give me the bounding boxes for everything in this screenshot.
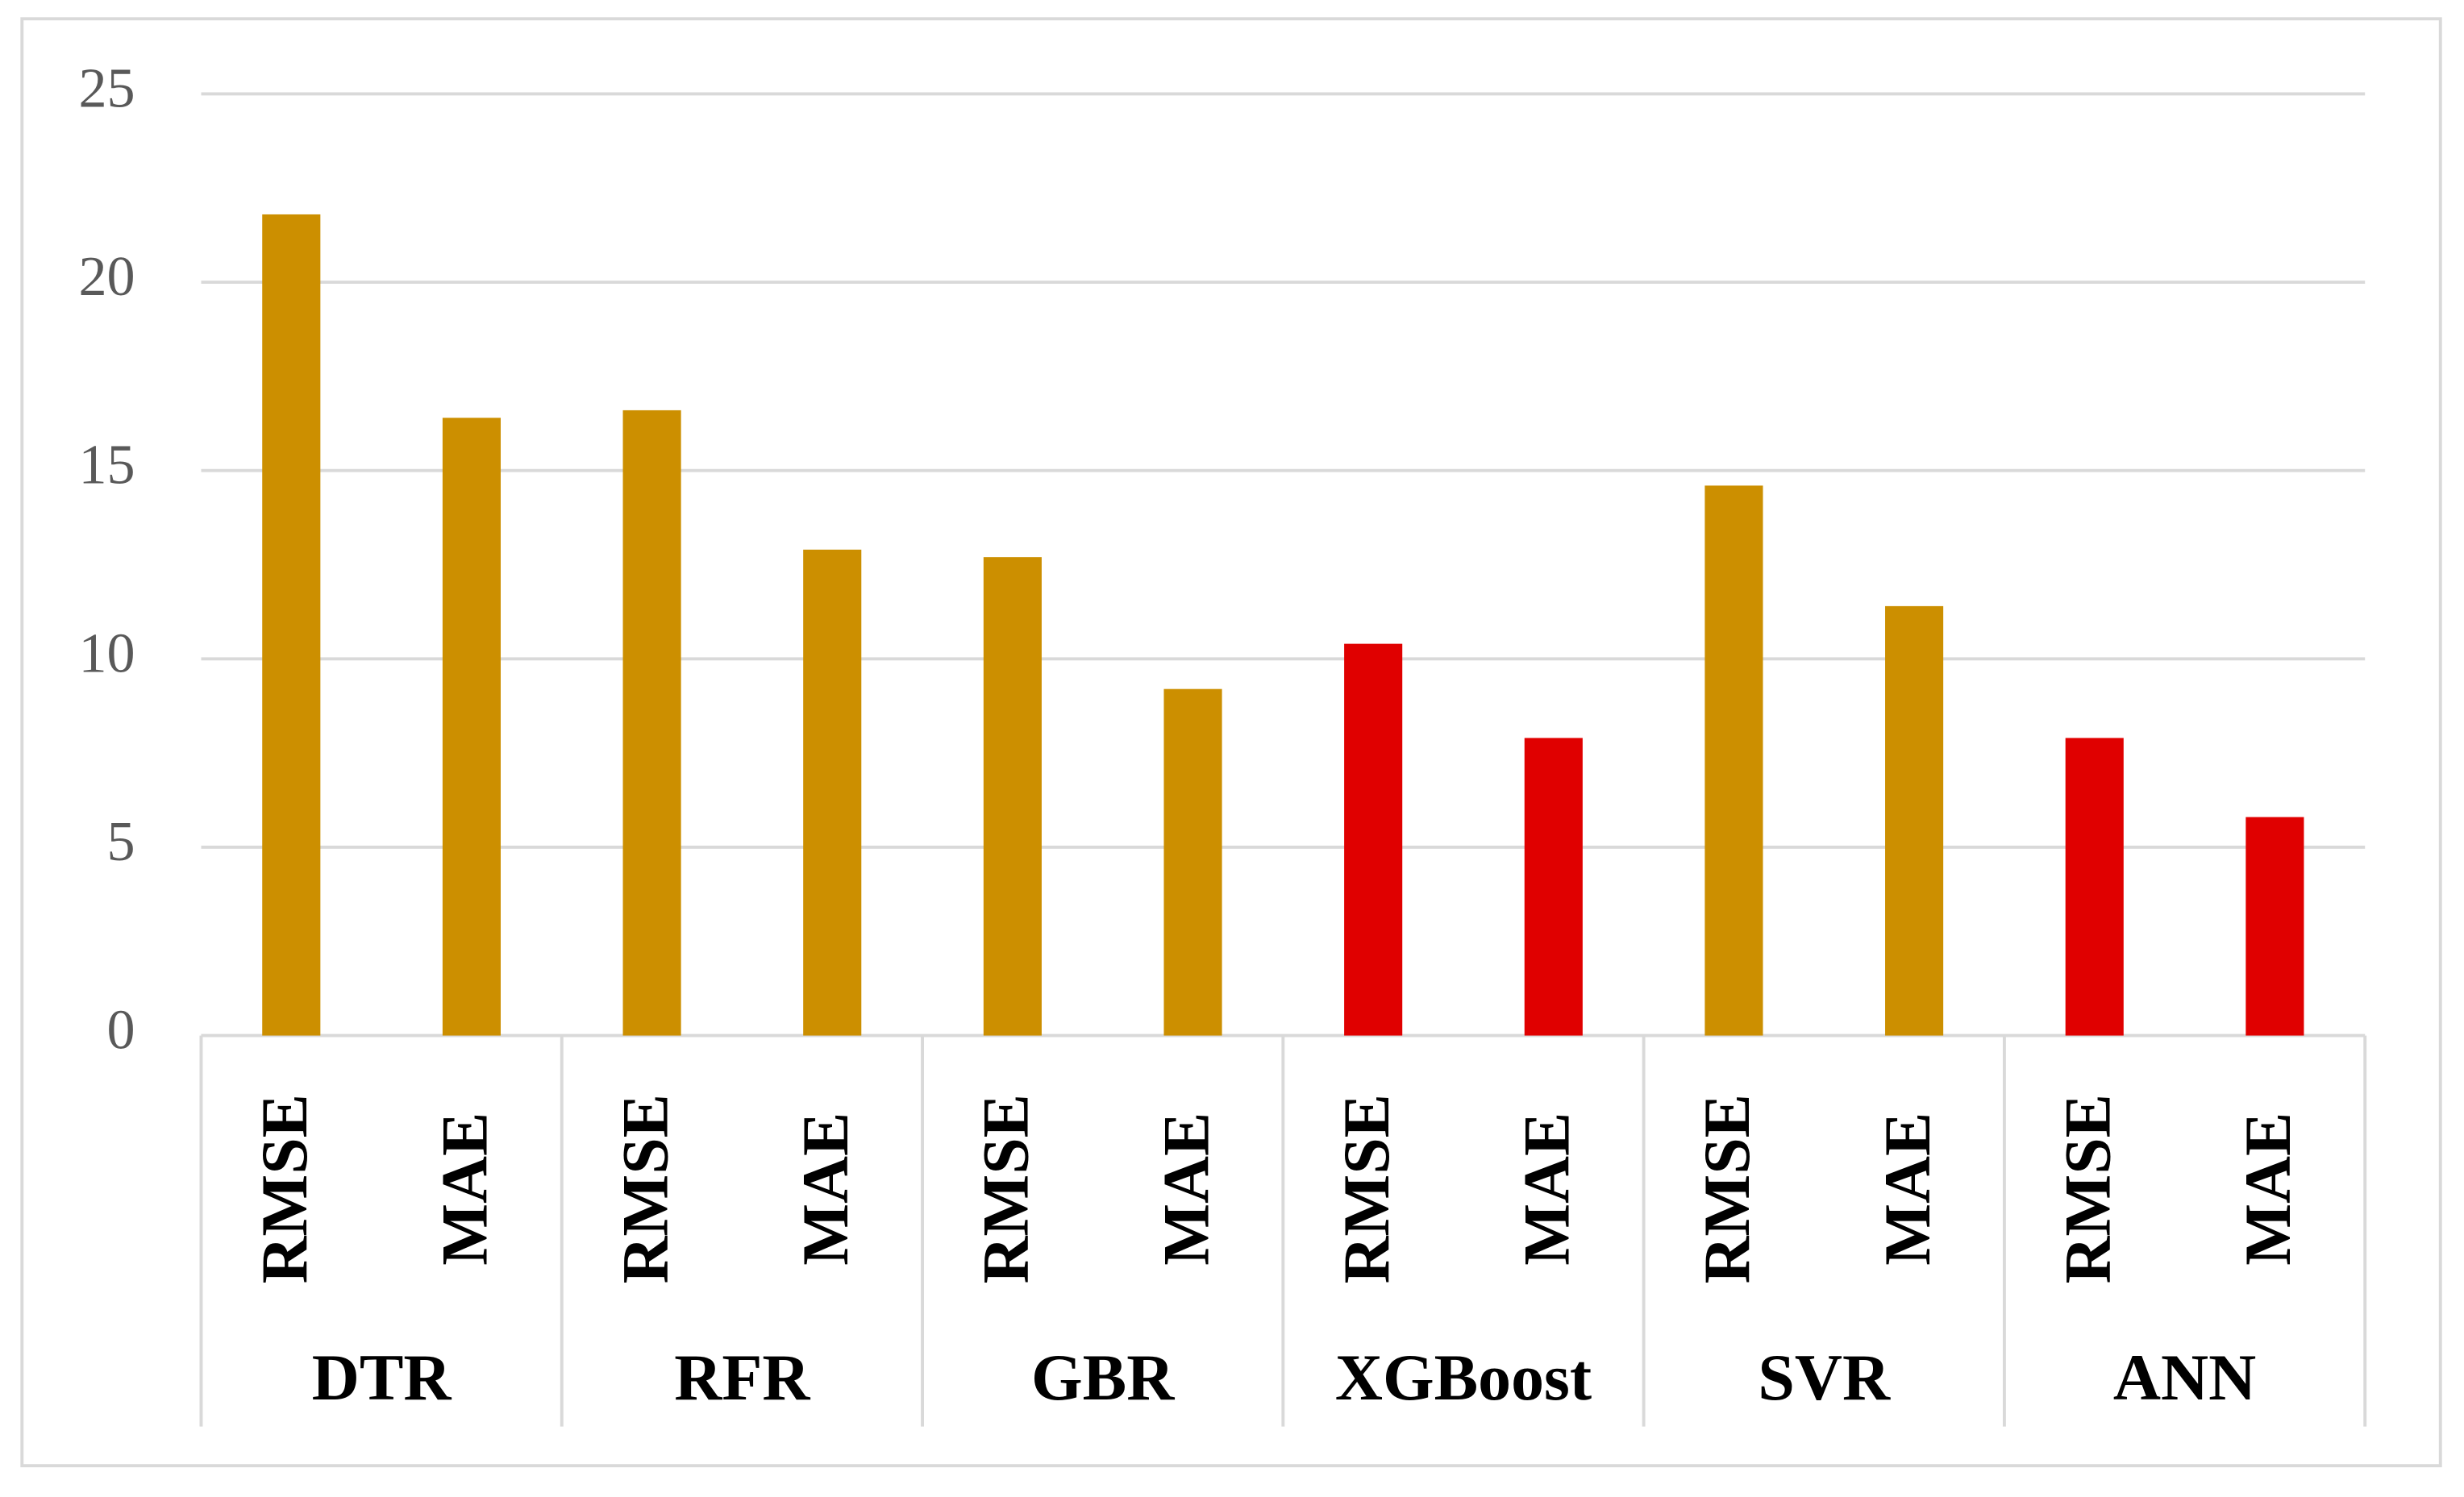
y-tick-label: 25	[78, 58, 135, 120]
bar	[622, 410, 681, 1036]
x-tick-label: MAE	[1509, 1112, 1583, 1266]
bar	[2065, 738, 2124, 1036]
group-label: GBR	[1031, 1341, 1175, 1414]
group-label: XGBoost	[1335, 1341, 1592, 1414]
bar	[1344, 643, 1403, 1036]
bar	[1885, 605, 1944, 1036]
x-tick-label: RMSE	[2050, 1094, 2124, 1283]
x-tick-label: RMSE	[1690, 1094, 1763, 1283]
y-tick-label: 10	[78, 622, 135, 684]
x-tick-label: MAE	[2231, 1112, 2304, 1266]
y-tick-label: 20	[78, 246, 135, 308]
x-tick-label: RMSE	[248, 1094, 321, 1283]
bar	[983, 557, 1042, 1036]
x-tick-label: RMSE	[969, 1094, 1043, 1283]
y-tick-label: 5	[107, 811, 135, 873]
bar	[1163, 688, 1222, 1036]
x-tick-label: RMSE	[608, 1094, 681, 1283]
y-tick-label: 0	[107, 1000, 135, 1062]
y-tick-label: 15	[78, 435, 135, 497]
x-tick-label: MAE	[789, 1112, 862, 1266]
chart-frame	[20, 17, 2442, 1468]
group-label: ANN	[2113, 1341, 2256, 1414]
group-label: RFR	[674, 1341, 810, 1414]
bar	[803, 549, 862, 1036]
bar	[262, 214, 321, 1036]
x-tick-label: MAE	[1871, 1112, 1944, 1266]
bar	[2245, 817, 2304, 1036]
bar	[442, 418, 501, 1036]
x-tick-label: MAE	[1149, 1112, 1222, 1266]
group-label: DTR	[312, 1341, 452, 1414]
x-tick-label: RMSE	[1330, 1094, 1403, 1283]
group-label: SVR	[1758, 1341, 1891, 1414]
x-tick-label: MAE	[428, 1112, 502, 1266]
bar	[1524, 738, 1583, 1036]
bar	[1704, 485, 1763, 1036]
